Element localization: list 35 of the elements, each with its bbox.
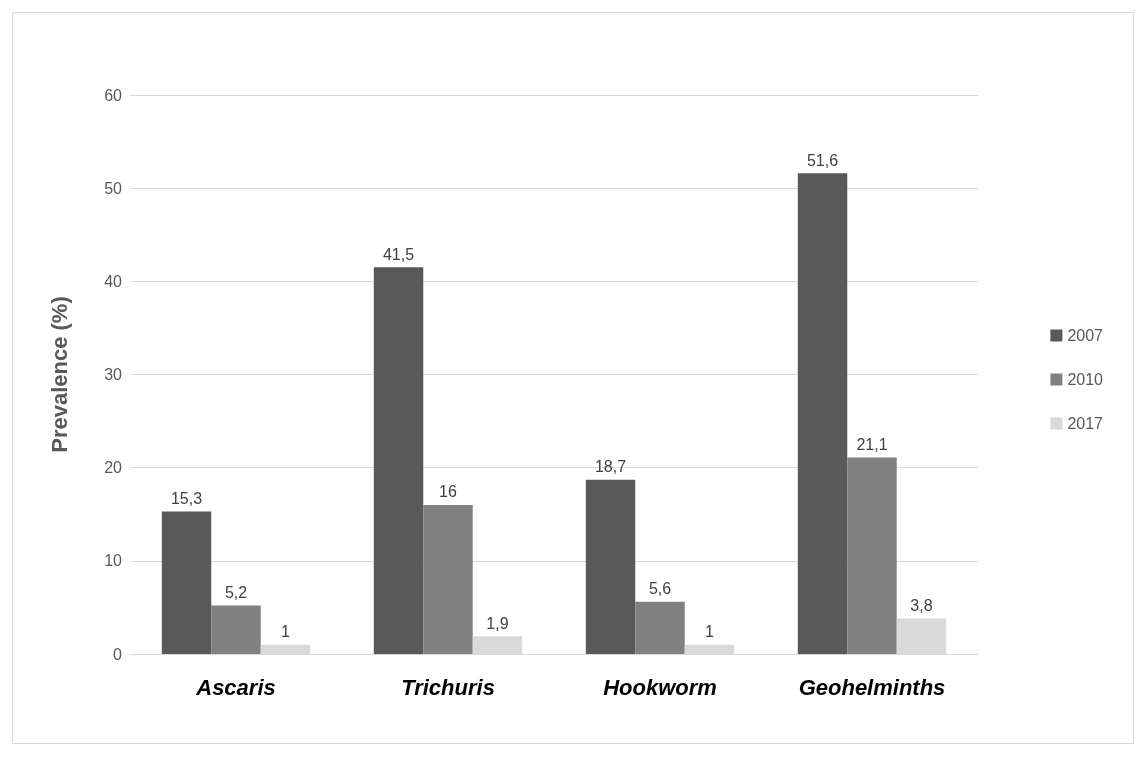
y-tick-label: 20 — [104, 459, 123, 477]
legend-label: 2017 — [1067, 415, 1104, 432]
y-tick-label: 0 — [113, 645, 123, 663]
y-tick-label: 50 — [104, 179, 123, 197]
bar — [161, 511, 212, 654]
data-label: 15,3 — [170, 489, 203, 507]
x-tick-label: Trichuris — [401, 674, 495, 700]
x-tick-label: Geohelminths — [798, 674, 946, 700]
x-tick-label: Hookworm — [603, 674, 717, 700]
data-label: 51,6 — [806, 151, 839, 169]
bar — [373, 267, 424, 654]
bar — [211, 605, 261, 654]
bar — [797, 173, 848, 654]
y-tick-label: 10 — [104, 552, 123, 570]
bar — [635, 601, 685, 654]
data-label: 1,9 — [486, 614, 509, 632]
y-tick-label: 60 — [104, 86, 123, 104]
legend-label: 2007 — [1067, 327, 1104, 344]
y-tick-label: 40 — [104, 272, 123, 290]
legend-label: 2010 — [1067, 371, 1104, 388]
data-label: 16 — [439, 483, 457, 501]
x-tick-label: Ascaris — [195, 674, 276, 700]
bar — [847, 457, 897, 654]
data-label: 1 — [281, 623, 291, 641]
data-label: 18,7 — [594, 458, 627, 476]
data-label: 21,1 — [856, 435, 888, 453]
data-label: 5,6 — [648, 580, 672, 598]
y-tick-label: 30 — [104, 366, 123, 383]
bar — [423, 504, 473, 654]
data-label: 5,2 — [224, 584, 248, 602]
data-label: 1 — [705, 623, 715, 641]
y-axis-title: Prevalence (%) — [46, 296, 72, 453]
bar — [585, 479, 636, 654]
data-label: 3,8 — [910, 597, 933, 615]
data-label: 41,5 — [382, 245, 415, 263]
